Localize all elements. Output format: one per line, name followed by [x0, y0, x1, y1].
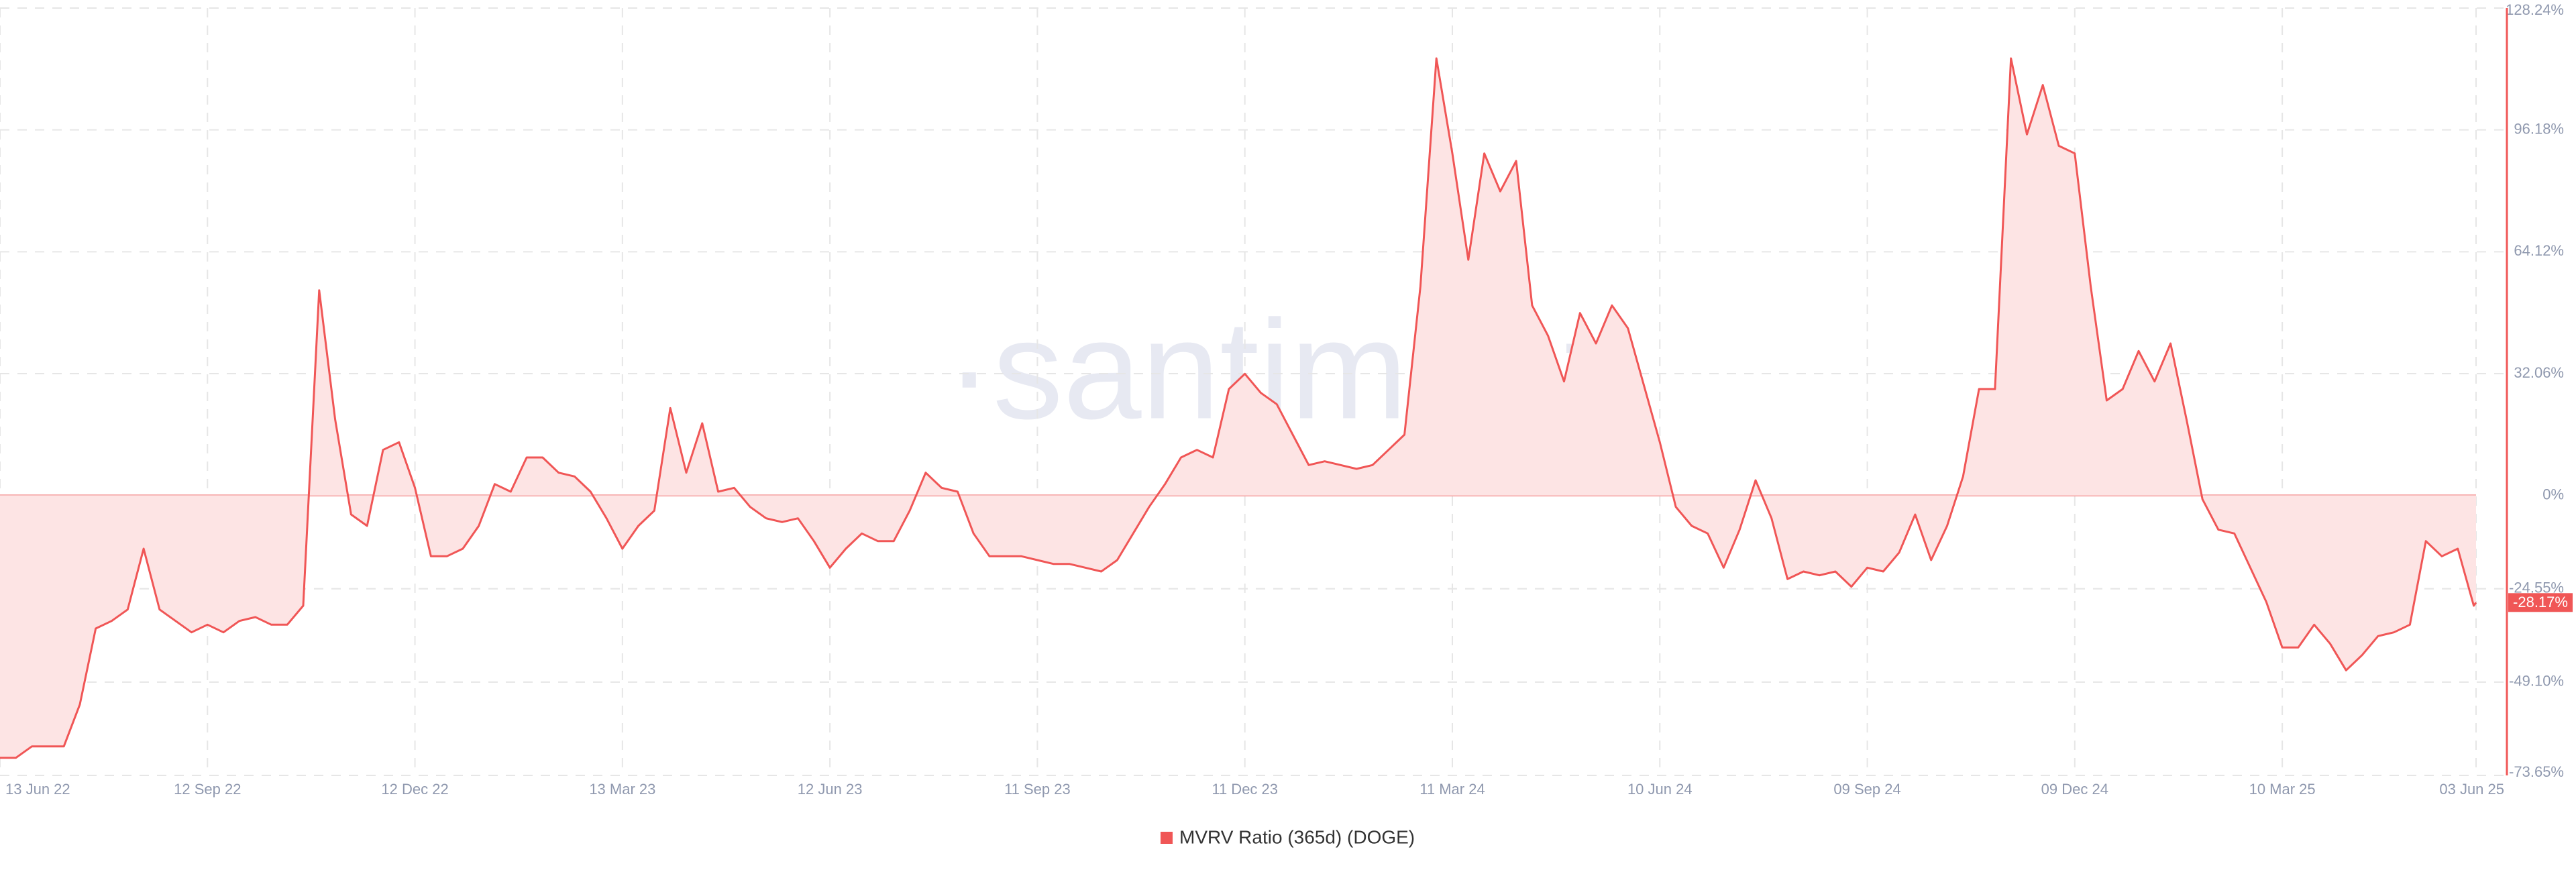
x-tick-label: 10 Mar 25: [2249, 781, 2316, 798]
area-fill: [0, 58, 2476, 758]
y-tick-label: 96.18%: [2514, 120, 2564, 137]
y-tick-label: 32.06%: [2514, 364, 2564, 381]
x-tick-label: 12 Jun 23: [798, 781, 863, 798]
x-tick-label: 12 Dec 22: [381, 781, 448, 798]
x-tick-label: 12 Sep 22: [174, 781, 241, 798]
legend-swatch: [1161, 832, 1173, 844]
x-tick-label: 13 Mar 23: [589, 781, 655, 798]
x-tick-label: 13 Jun 22: [5, 781, 70, 798]
y-tick-label: 0%: [2542, 486, 2564, 502]
y-tick-label: 128.24%: [2506, 1, 2564, 18]
line: [0, 57, 2477, 759]
y-tick-label: -49.10%: [2509, 673, 2564, 690]
last-value-badge: [2508, 593, 2573, 612]
legend-label: MVRV Ratio (365d) (DOGE): [1179, 826, 1415, 847]
x-tick-label: 11 Dec 23: [1212, 781, 1278, 798]
y-tick-label: -73.65%: [2509, 763, 2564, 780]
last-value-text: -28.17%: [2513, 594, 2568, 610]
x-tick-label: 10 Jun 24: [1627, 781, 1693, 798]
y-tick-label: 64.12%: [2514, 242, 2564, 259]
x-tick-label: 09 Dec 24: [2041, 781, 2108, 798]
x-tick-label: 03 Jun 25: [2439, 781, 2504, 798]
x-tick-label: 11 Sep 23: [1004, 781, 1071, 798]
x-tick-label: 11 Mar 24: [1419, 781, 1485, 798]
x-tick-label: 09 Sep 24: [1833, 781, 1900, 798]
